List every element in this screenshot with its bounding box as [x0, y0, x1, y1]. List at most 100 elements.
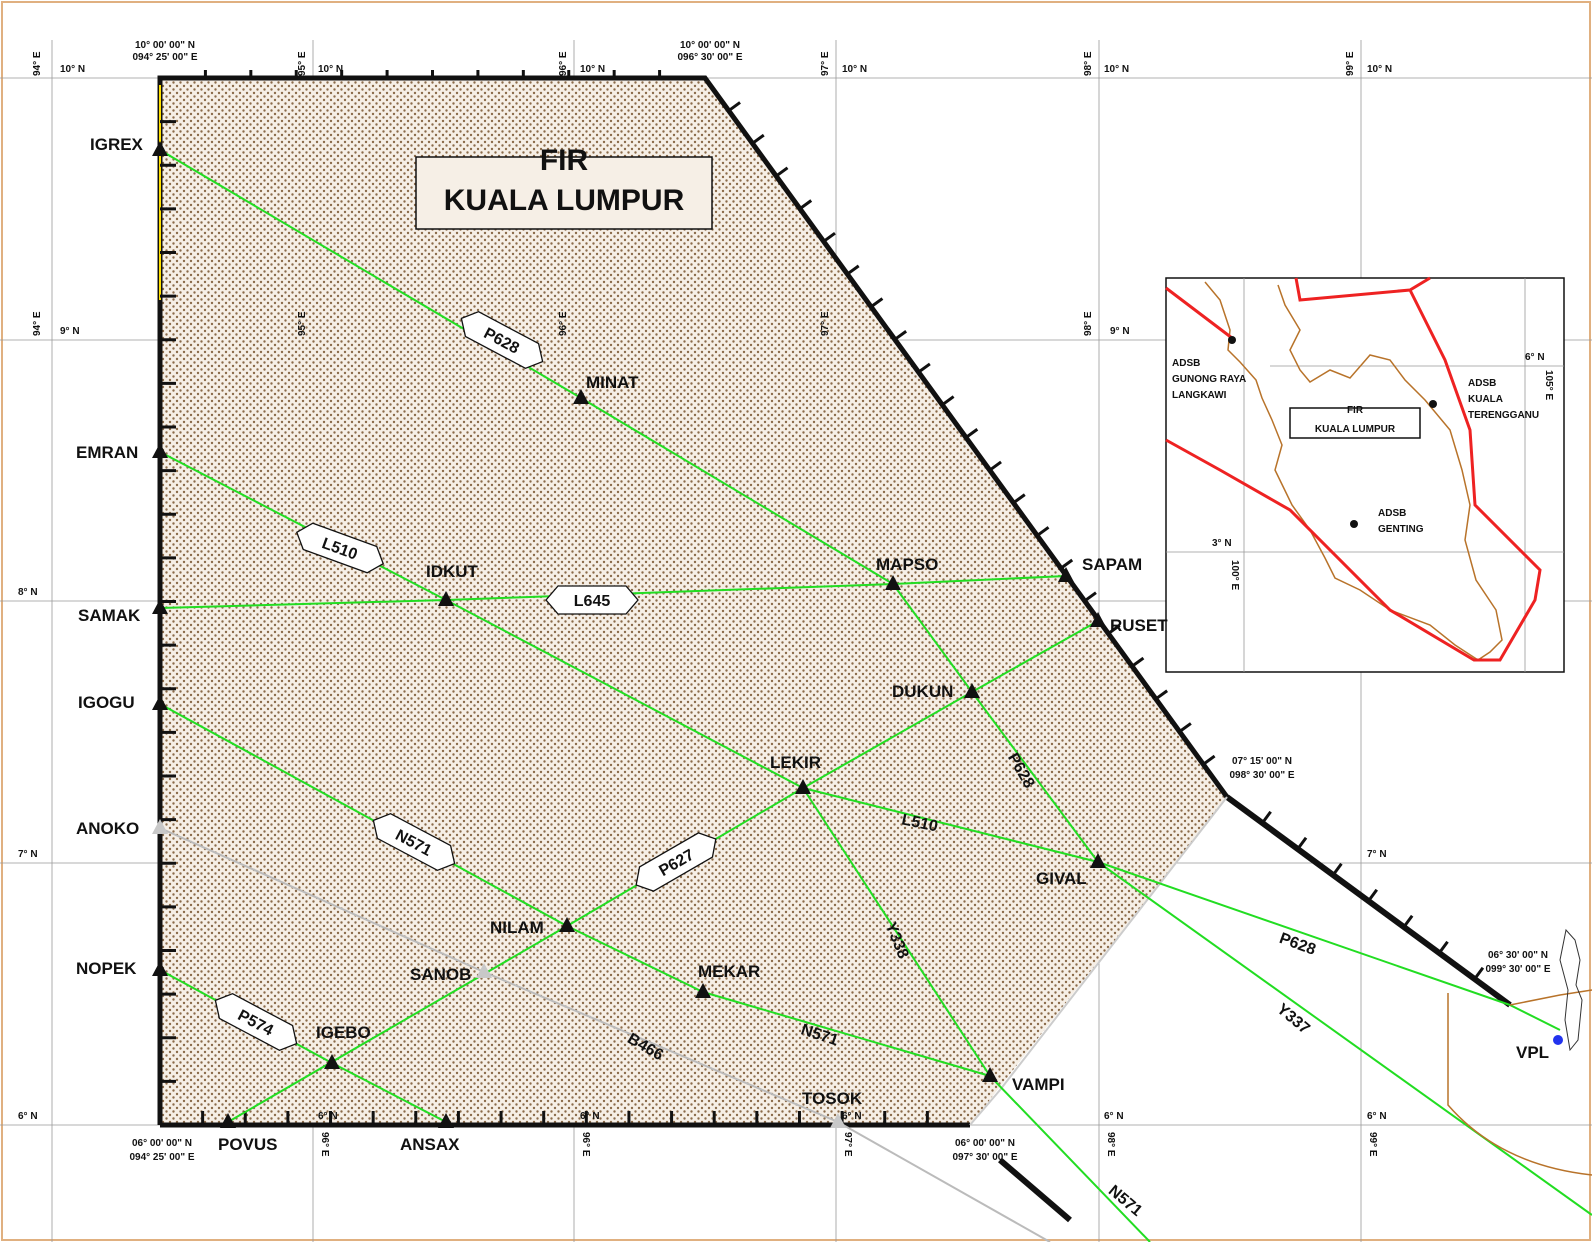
waypoint-marker-nopek[interactable]: [152, 961, 168, 976]
boundary-tick: [751, 133, 765, 145]
route-segment: [159, 703, 568, 927]
lon-label-96e: 96° E: [558, 51, 569, 76]
waypoint-label-vampi: VAMPI: [1012, 1075, 1065, 1094]
inset-grid-label-105e: 105° E: [1543, 370, 1554, 400]
s-corner-lat: 06° 00' 00" N: [955, 1138, 1015, 1149]
waypoint-marker-tosok[interactable]: [830, 1113, 846, 1128]
boundary-tick: [1402, 914, 1414, 928]
lat-label-6n: 6° N: [18, 1111, 38, 1122]
waypoint-marker-gival[interactable]: [1090, 853, 1106, 868]
waypoint-marker-sanob[interactable]: [476, 963, 492, 978]
route-segment: [802, 691, 973, 789]
waypoint-label-dukun: DUKUN: [892, 682, 953, 701]
inset-grid-label-6n: 6° N: [1525, 352, 1545, 363]
lon-label-99e-bottom: 99° E: [1367, 1132, 1378, 1157]
boundary-tick: [822, 231, 836, 243]
inset-station-1-line3: LANGKAWI: [1172, 390, 1227, 401]
waypoint-label-idkut: IDKUT: [426, 562, 479, 581]
waypoint-label-igrex: IGREX: [90, 135, 144, 154]
waypoint-marker-idkut[interactable]: [438, 591, 454, 606]
lat-label-10n-4: 10° N: [842, 64, 867, 75]
boundary-tick: [1331, 862, 1343, 876]
waypoint-label-igogu: IGOGU: [78, 693, 135, 712]
ne-corner-lon: 096° 30' 00" E: [677, 52, 742, 63]
route-label-l510: L510: [295, 522, 385, 574]
route-label-l645: L645: [545, 585, 639, 615]
waypoint-marker-samak[interactable]: [152, 599, 168, 614]
boundary-tick: [775, 166, 789, 178]
route-label-y337: Y337: [1273, 1001, 1313, 1038]
lon-label-97e-bottom: 97° E: [842, 1132, 853, 1157]
waypoint-marker-povus[interactable]: [220, 1113, 236, 1128]
waypoint-marker-ansax[interactable]: [438, 1113, 454, 1128]
route-b466: [159, 827, 1051, 1242]
inset-fir-title-line2: KUALA LUMPUR: [1315, 424, 1396, 435]
waypoint-marker-minat[interactable]: [573, 389, 589, 404]
lon-label-98e-bottom: 98° E: [1105, 1132, 1116, 1157]
route-segment: [802, 787, 991, 1077]
route-segment: [971, 691, 1099, 863]
boundary-tick: [988, 460, 1002, 472]
nw-corner-lat: 10° 00' 00" N: [135, 40, 195, 51]
waypoint-marker-ruset[interactable]: [1090, 612, 1106, 627]
lat-label-10n-3: 10° N: [580, 64, 605, 75]
waypoint-marker-igogu[interactable]: [152, 695, 168, 710]
waypoint-marker-lekir[interactable]: [795, 779, 811, 794]
route-label-p628: P628: [460, 310, 544, 370]
boundary-tick: [1131, 656, 1145, 668]
boundary-tick: [1036, 526, 1050, 537]
waypoint-marker-emran[interactable]: [152, 443, 168, 458]
inset-station-1-line1: ADSB: [1172, 358, 1200, 369]
waypoint-label-mekar: MEKAR: [698, 962, 760, 981]
waypoint-marker-vampi[interactable]: [982, 1067, 998, 1082]
lon-label-95e-2: 95° E: [297, 311, 308, 336]
fir-title-line2: KUALA LUMPUR: [444, 184, 685, 217]
lon-label-97e-2: 97° E: [820, 311, 831, 336]
waypoint-marker-sapam[interactable]: [1058, 567, 1074, 582]
fir-se-edge: [969, 796, 1228, 1126]
waypoint-marker-igebo[interactable]: [324, 1054, 340, 1069]
boundary-tick: [1202, 754, 1216, 766]
waypoint-marker-dukun[interactable]: [964, 683, 980, 698]
lat-label-7n: 7° N: [18, 849, 38, 860]
inset-map: FIR KUALA LUMPUR ADSB GUNONG RAYA LANGKA…: [1165, 276, 1565, 673]
inset-fir-box: [1289, 407, 1421, 439]
boundary-tick: [1154, 689, 1169, 701]
sw-corner-lat: 06° 00' 00" N: [132, 1138, 192, 1149]
boundary-tick: [727, 101, 741, 112]
boundary-tick: [799, 199, 813, 210]
waypoint-label-samak: SAMAK: [78, 606, 141, 625]
svg-text:Y337: Y337: [1273, 1001, 1313, 1038]
waypoint-marker-nilam[interactable]: [559, 917, 575, 932]
waypoint-marker-mekar[interactable]: [695, 983, 711, 998]
se-corner-lat: 07° 15' 00" N: [1232, 756, 1292, 767]
lon-labels: 94° E 94° E 95° E 95° E 96° E 96° E 97° …: [32, 51, 1378, 1157]
boundary-tick: [1296, 836, 1308, 850]
s-corner-lon: 097° 30' 00" E: [952, 1152, 1017, 1163]
waypoint-label-gival: GIVAL: [1036, 869, 1087, 888]
inset-coastline: [1204, 281, 1503, 661]
boundary-tick: [1060, 558, 1074, 570]
waypoint-marker-mapso[interactable]: [885, 575, 901, 590]
vpl-corner-lon: 099° 30' 00" E: [1485, 964, 1550, 975]
route-segment: [580, 397, 894, 585]
waypoint-marker-igrex[interactable]: [152, 141, 168, 156]
route-segment-exit: [1509, 1004, 1561, 1031]
waypoint-marker-anoko[interactable]: [152, 819, 168, 834]
route-segment: [159, 599, 447, 609]
boundary-tick: [941, 395, 955, 407]
boundary-tick: [1178, 722, 1192, 733]
boundary-tick: [893, 330, 908, 341]
lon-label-96e-bottom: 96° E: [319, 1132, 330, 1157]
lat-label-9n-2: 9° N: [1110, 326, 1130, 337]
boundary-tick: [1083, 591, 1097, 603]
waypoint-layer: IGREX EMRAN SAMAK IGOGU ANOKO NOPEK POVUS ANSAX…: [76, 135, 1549, 1154]
inset-fir-title-line1: FIR: [1347, 405, 1364, 416]
adsb-genting-marker: [1350, 520, 1358, 528]
waypoint-label-mapso: MAPSO: [876, 555, 938, 574]
inset-grid-label-3n: 3° N: [1212, 538, 1232, 549]
se-corner-lon: 098° 30' 00" E: [1229, 770, 1294, 781]
waypoint-label-tosok: TOSOK: [802, 1089, 863, 1108]
